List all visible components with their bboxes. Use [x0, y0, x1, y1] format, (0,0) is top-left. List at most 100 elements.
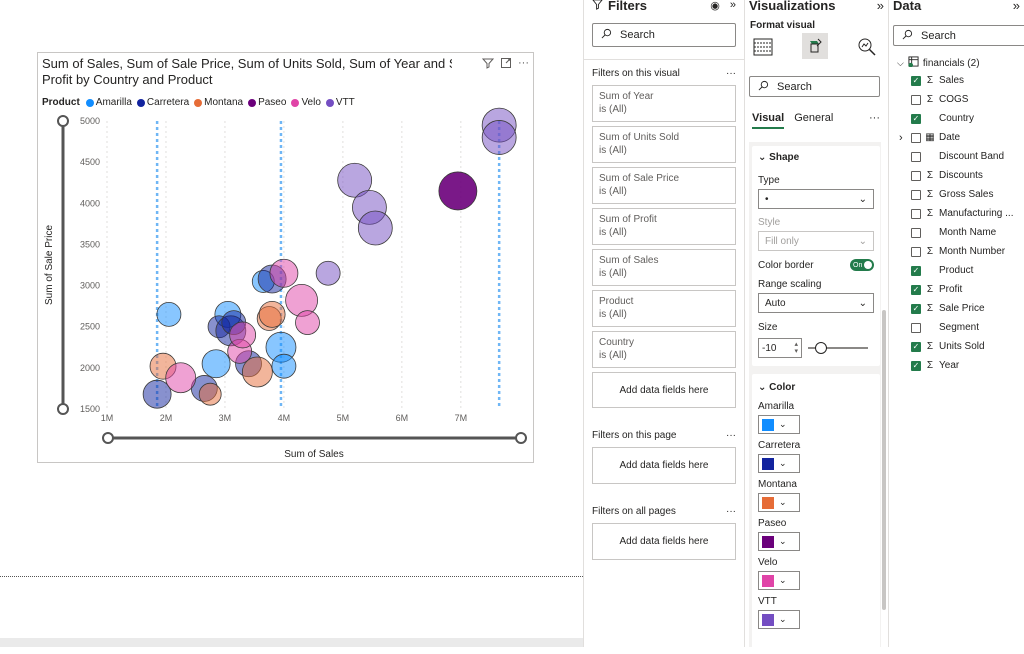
- field-checkbox[interactable]: [911, 322, 921, 333]
- add-data-fields-page[interactable]: Add data fields here: [592, 447, 736, 484]
- type-dropdown[interactable]: • ⌄: [758, 189, 874, 209]
- data-point-montana[interactable]: [241, 356, 273, 388]
- field-item[interactable]: ✓ Σ Units Sold: [911, 337, 1013, 356]
- chevron-right-icon[interactable]: ›: [899, 131, 903, 144]
- color-border-toggle[interactable]: On: [850, 259, 874, 271]
- field-item[interactable]: › ▦ Date: [899, 128, 1013, 147]
- color-picker[interactable]: ⌄: [758, 610, 800, 629]
- filters-search-input[interactable]: Search: [592, 23, 736, 47]
- filter-card[interactable]: Product is (All): [592, 290, 736, 327]
- viz-scrollbar-thumb[interactable]: [882, 310, 886, 610]
- filter-card[interactable]: Sum of Sale Price is (All): [592, 167, 736, 204]
- field-item[interactable]: Σ Discounts: [911, 166, 1013, 185]
- data-point-montana[interactable]: [198, 382, 222, 406]
- slider-thumb[interactable]: [815, 342, 828, 354]
- more-options-icon[interactable]: ···: [726, 430, 736, 441]
- size-stepper[interactable]: -10 ▴ ▾: [758, 338, 802, 358]
- color-picker[interactable]: ⌄: [758, 493, 800, 512]
- data-search-input[interactable]: Search: [893, 25, 1024, 46]
- scatter-plot[interactable]: 1M 2M 3M 4M 5M 6M 7M 1500 2000 2500 3000 3500 4000 45…: [38, 53, 535, 464]
- shape-header[interactable]: ⌄ Shape: [758, 152, 874, 163]
- report-canvas[interactable]: Sum of Sales, Sum of Sale Price, Sum of …: [0, 0, 583, 647]
- more-options-icon[interactable]: ···: [518, 57, 529, 69]
- data-point-velo[interactable]: [269, 258, 299, 288]
- data-point-paseo[interactable]: [438, 171, 478, 211]
- field-checkbox[interactable]: ✓: [911, 341, 921, 352]
- color-picker[interactable]: ⌄: [758, 532, 800, 551]
- field-checkbox[interactable]: [911, 189, 921, 200]
- field-checkbox[interactable]: [911, 208, 921, 219]
- filter-card[interactable]: Sum of Profit is (All): [592, 208, 736, 245]
- data-point-vtt[interactable]: [481, 120, 517, 155]
- filter-card[interactable]: Country is (All): [592, 331, 736, 368]
- field-checkbox[interactable]: ✓: [911, 113, 921, 124]
- field-checkbox[interactable]: [911, 151, 921, 162]
- field-checkbox[interactable]: ✓: [911, 360, 921, 371]
- filter-card[interactable]: Sum of Year is (All): [592, 85, 736, 122]
- data-point-carretera[interactable]: [142, 379, 172, 409]
- tab-general[interactable]: General: [794, 112, 834, 124]
- format-settings-scroll[interactable]: ⌄ Shape Type • ⌄ Style Fill only ⌄ Color…: [749, 142, 881, 654]
- field-item[interactable]: ✓ Σ Year: [911, 356, 1013, 375]
- color-picker[interactable]: ⌄: [758, 571, 800, 590]
- field-checkbox[interactable]: ✓: [911, 75, 921, 86]
- legend-item[interactable]: Velo: [291, 97, 321, 108]
- format-visual-icon[interactable]: [802, 33, 828, 59]
- field-item[interactable]: Discount Band: [911, 147, 1013, 166]
- field-item[interactable]: Segment: [911, 318, 1013, 337]
- field-checkbox[interactable]: [911, 170, 921, 181]
- more-options-icon[interactable]: ···: [726, 68, 736, 79]
- filter-card[interactable]: Sum of Sales is (All): [592, 249, 736, 286]
- field-item[interactable]: ✓ Country: [911, 109, 1013, 128]
- field-checkbox[interactable]: [911, 94, 921, 105]
- collapse-filters-icon[interactable]: »: [729, 0, 736, 11]
- field-item[interactable]: ✓ Σ Sales: [911, 71, 1013, 90]
- legend-item[interactable]: Montana: [194, 97, 243, 108]
- field-checkbox[interactable]: ✓: [911, 265, 921, 276]
- legend-item[interactable]: VTT: [325, 97, 355, 108]
- color-header[interactable]: ⌄ Color: [758, 382, 874, 393]
- collapse-visualizations-icon[interactable]: »: [876, 0, 884, 13]
- focus-mode-icon[interactable]: [500, 57, 512, 72]
- tab-visual[interactable]: Visual: [752, 112, 785, 129]
- field-checkbox[interactable]: [911, 132, 921, 143]
- add-data-fields-all-pages[interactable]: Add data fields here: [592, 523, 736, 560]
- field-item[interactable]: Month Name: [911, 223, 1013, 242]
- data-point-vtt[interactable]: [315, 260, 341, 286]
- legend-item[interactable]: Carretera: [136, 97, 189, 108]
- add-data-fields-visual[interactable]: Add data fields here: [592, 372, 736, 408]
- size-slider[interactable]: [808, 342, 868, 354]
- filter-card[interactable]: Sum of Units Sold is (All): [592, 126, 736, 163]
- data-point-amarilla[interactable]: [271, 353, 297, 379]
- analytics-icon[interactable]: [855, 35, 879, 59]
- y-range-handle[interactable]: [57, 403, 69, 415]
- field-item[interactable]: Σ Month Number: [911, 242, 1013, 261]
- field-checkbox[interactable]: [911, 227, 921, 238]
- legend-item[interactable]: Amarilla: [85, 97, 132, 108]
- stepper-arrows-icon[interactable]: ▴ ▾: [794, 341, 798, 355]
- field-checkbox[interactable]: [911, 246, 921, 257]
- field-item[interactable]: ✓ Product: [911, 261, 1013, 280]
- field-checkbox[interactable]: ✓: [911, 284, 921, 295]
- viz-search-input[interactable]: Search: [749, 76, 880, 97]
- field-item[interactable]: ✓ Σ Profit: [911, 280, 1013, 299]
- scatter-visual[interactable]: Sum of Sales, Sum of Sale Price, Sum of …: [37, 52, 534, 463]
- filter-icon[interactable]: [481, 57, 495, 72]
- data-point-velo[interactable]: [295, 310, 320, 336]
- collapse-data-icon[interactable]: »: [1012, 0, 1020, 13]
- data-point-vtt[interactable]: [357, 210, 393, 246]
- table-node[interactable]: ⌵ financials (2): [897, 55, 1013, 71]
- legend-item[interactable]: Paseo: [248, 97, 286, 108]
- data-point-velo[interactable]: [229, 321, 257, 349]
- field-item[interactable]: Σ Manufacturing ...: [911, 204, 1013, 223]
- data-point-montana[interactable]: [258, 300, 286, 328]
- data-point-amarilla[interactable]: [156, 301, 182, 327]
- y-range-handle[interactable]: [57, 115, 69, 127]
- build-visual-icon[interactable]: [751, 35, 775, 59]
- field-item[interactable]: Σ Gross Sales: [911, 185, 1013, 204]
- eye-icon[interactable]: ◉: [710, 0, 720, 12]
- data-point-vtt[interactable]: [337, 162, 373, 198]
- data-point-velo[interactable]: [165, 362, 197, 394]
- color-picker[interactable]: ⌄: [758, 454, 800, 473]
- x-range-handle[interactable]: [515, 432, 527, 444]
